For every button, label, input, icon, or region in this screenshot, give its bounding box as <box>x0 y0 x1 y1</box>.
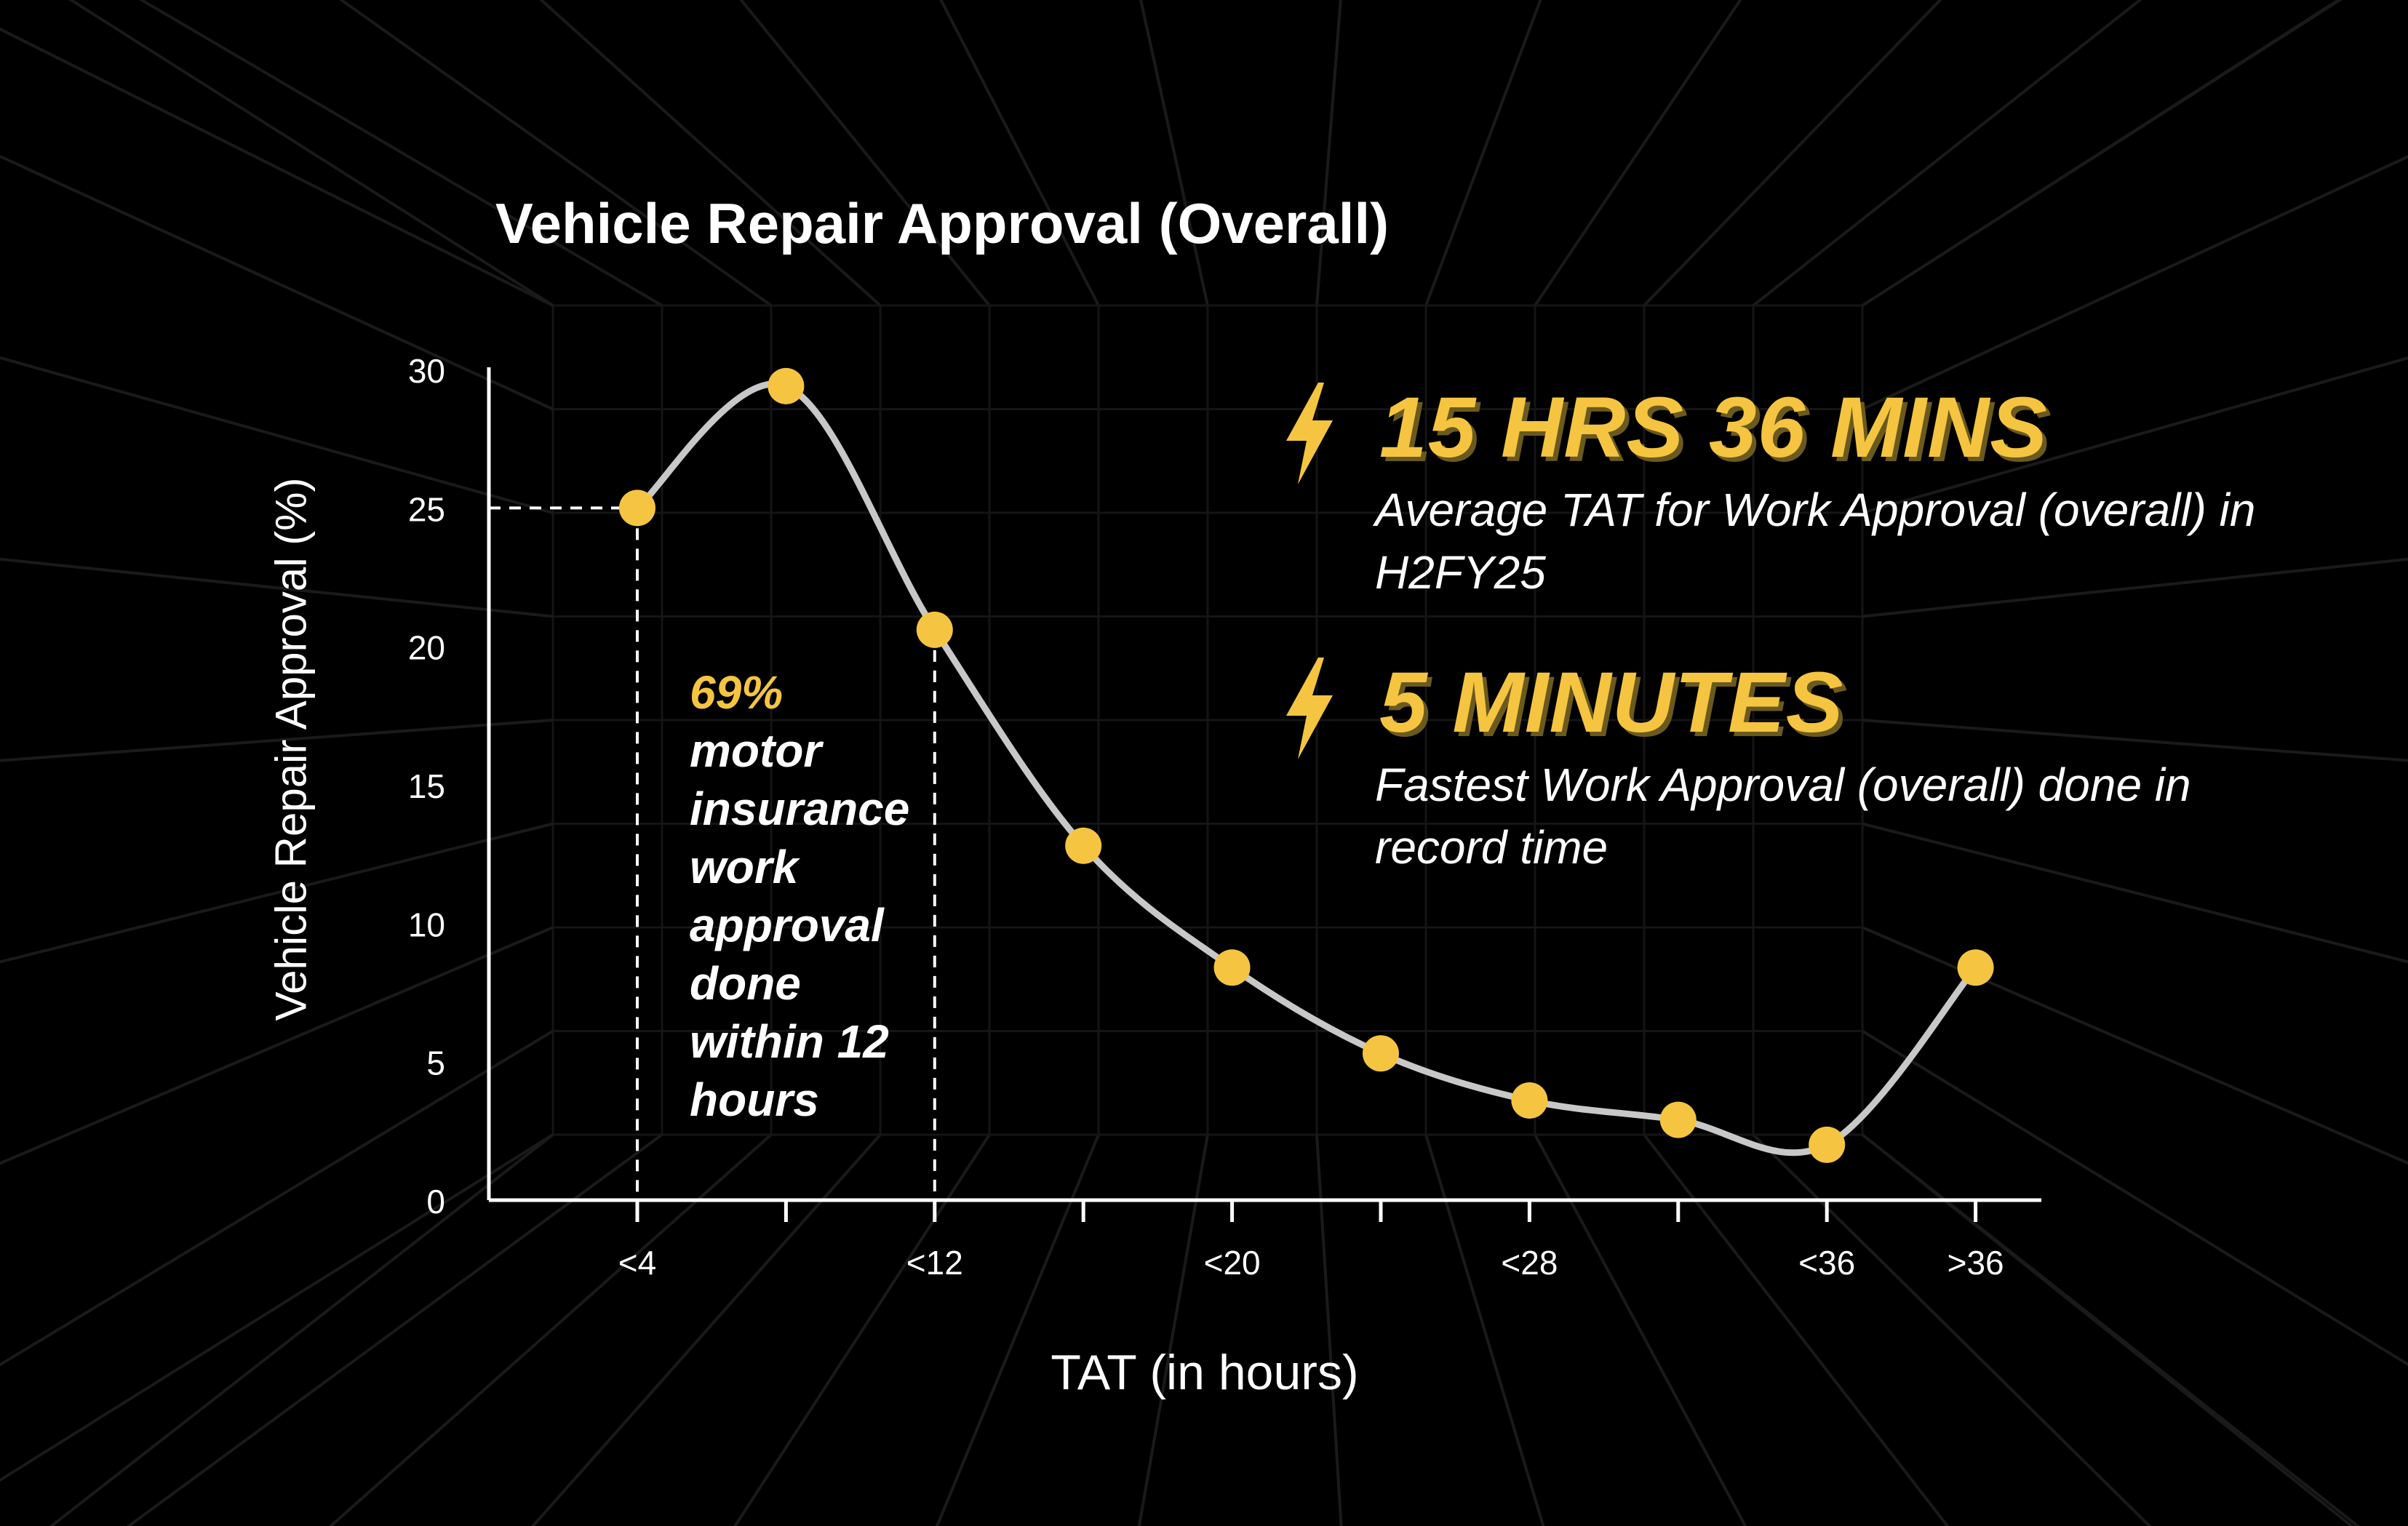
grid-line <box>1862 822 2408 964</box>
data-point <box>916 611 953 648</box>
y-tick-label: 5 <box>426 1044 445 1082</box>
grid-line <box>1862 719 2408 762</box>
grid-line <box>939 0 1100 306</box>
grid-line <box>1534 1134 1747 1526</box>
grid-line <box>530 1133 882 1526</box>
grid-line <box>1315 1134 1343 1526</box>
data-point <box>1957 949 1994 986</box>
annotation-text: motor insurance work approval done withi… <box>690 724 910 1126</box>
grid-line <box>1139 0 1209 306</box>
grid-line <box>739 0 991 307</box>
grid-line <box>935 1134 1100 1526</box>
x-tick-label: <36 <box>1798 1244 1855 1282</box>
data-point <box>1065 827 1102 864</box>
annotation: 69% motor insurance work approval done w… <box>690 663 930 1129</box>
stat-caption: Average TAT for Work Approval (overall) … <box>1375 484 2256 599</box>
grid-line <box>1643 0 1942 307</box>
grid-line <box>328 1133 773 1526</box>
grid-line <box>126 1133 663 1526</box>
y-axis-label: Vehicle Repair Approval (%) <box>266 477 316 1021</box>
grid-line <box>539 0 882 307</box>
annotation-percent: 69% <box>690 666 784 719</box>
grid-line <box>1315 0 1342 306</box>
grid-line <box>1861 0 2341 307</box>
lightning-bolt-icon <box>1286 383 1333 484</box>
data-point <box>1659 1101 1697 1138</box>
stat-headline: 5 MINUTES <box>1379 655 1844 751</box>
grid-line <box>0 27 554 307</box>
data-point <box>1809 1126 1846 1163</box>
chart-title: Vehicle Repair Approval (Overall) <box>495 191 1390 255</box>
data-point <box>619 490 655 527</box>
grid-line <box>0 557 554 618</box>
grid-line <box>0 154 554 411</box>
x-tick-label: <28 <box>1501 1244 1558 1282</box>
grid-line <box>138 0 663 307</box>
grid-line <box>1862 557 2408 618</box>
grid-line <box>1424 0 1542 306</box>
y-axis-ticks: 0 5 10 15 20 25 30 <box>408 352 445 1221</box>
x-axis-ticks: <4 <12 <20 <28 <36 >36 <box>618 1200 2004 1282</box>
lightning-bolt-icon <box>1286 658 1333 759</box>
grid-line <box>1534 0 1742 307</box>
y-tick-label: 25 <box>408 490 445 528</box>
data-point <box>1511 1082 1548 1119</box>
grid-line <box>1861 1029 2408 1367</box>
grid-line <box>0 719 554 762</box>
grid-line <box>1862 155 2408 411</box>
reference-lines <box>489 506 936 1200</box>
grid-line <box>338 0 773 307</box>
grid-line <box>68 0 554 307</box>
grid-line <box>1643 1133 1950 1526</box>
grid-line <box>0 1029 554 1367</box>
y-tick-label: 0 <box>426 1183 445 1221</box>
x-tick-label: <4 <box>618 1244 656 1282</box>
grid-line <box>733 1133 991 1526</box>
x-tick-label: <12 <box>906 1244 963 1282</box>
y-tick-label: 15 <box>408 767 445 805</box>
stat-caption: Fastest Work Approval (overall) done in … <box>1375 759 2191 874</box>
grid-line <box>0 356 554 514</box>
grid-line <box>0 822 554 964</box>
grid-line <box>0 926 554 1165</box>
grid-line <box>1424 1134 1545 1526</box>
x-tick-label: >36 <box>1947 1244 2004 1282</box>
data-points <box>619 367 1994 1163</box>
x-axis-label: TAT (in hours) <box>1050 1345 1359 1400</box>
grid-line <box>0 1133 554 1482</box>
data-point <box>1363 1035 1399 1072</box>
data-point <box>1213 949 1251 986</box>
y-tick-label: 30 <box>408 352 445 390</box>
grid-line <box>1137 1134 1209 1526</box>
grid-line <box>1752 0 2142 307</box>
grid-line <box>1861 1133 2361 1526</box>
stat-headline: 15 HRS 36 MINS <box>1379 380 2048 476</box>
data-point <box>768 367 805 404</box>
x-tick-label: <20 <box>1204 1244 1261 1282</box>
y-tick-label: 20 <box>408 629 445 667</box>
axes <box>487 367 2041 1202</box>
grid-line <box>1862 356 2408 514</box>
series-line <box>634 380 1980 1157</box>
grid-line <box>49 1133 554 1526</box>
y-tick-label: 10 <box>408 906 445 943</box>
